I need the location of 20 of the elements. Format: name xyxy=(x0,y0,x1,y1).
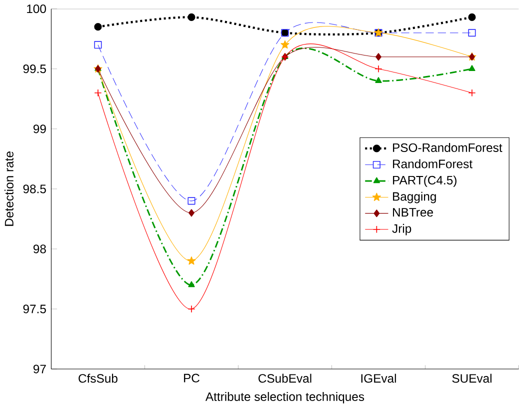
y-tick-label: 97.5 xyxy=(23,304,46,314)
y-tick-label: 100 xyxy=(27,4,46,14)
legend-label: PSO-RandomForest xyxy=(393,143,502,152)
x-tick-label: CSubEval xyxy=(258,374,312,383)
y-tick-label: 98.5 xyxy=(23,184,46,194)
legend-label: PART(C4.5) xyxy=(393,176,456,187)
legend-label: Bagging xyxy=(393,192,436,204)
y-axis-title: Detection rate xyxy=(4,152,14,226)
y-tick-label: 99 xyxy=(33,124,46,134)
legend-label: Jrip xyxy=(392,224,412,236)
x-tick-label: PC xyxy=(184,374,200,382)
x-axis-title: Attribute selection techniques xyxy=(205,392,364,404)
x-tick-label: IGEval xyxy=(361,374,396,383)
x-tick-label: SUEval xyxy=(452,374,492,383)
legend-label: NBTree xyxy=(393,208,433,217)
x-tick-label: CfsSub xyxy=(78,374,118,383)
y-tick-label: 98 xyxy=(33,244,46,254)
legend-label: RandomForest xyxy=(393,159,472,168)
y-tick-label: 99.5 xyxy=(23,64,46,74)
y-tick-label: 97 xyxy=(33,364,46,374)
